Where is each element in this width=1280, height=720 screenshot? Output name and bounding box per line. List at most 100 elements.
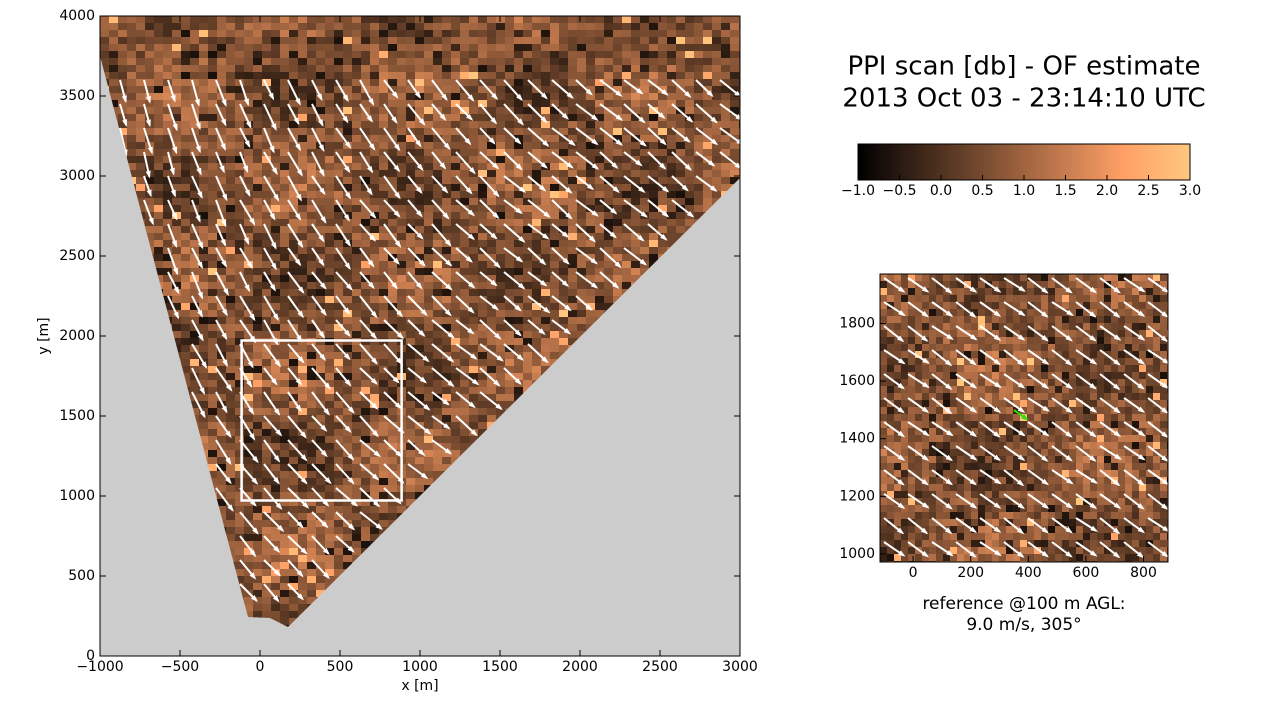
texture-cell [181,275,191,283]
texture-cell [460,107,470,115]
texture-cell [586,30,596,38]
texture-cell [226,233,236,241]
texture-cell [199,114,209,122]
texture-cell [460,184,470,192]
texture-cell [181,198,191,206]
texture-cell [379,331,389,339]
texture-cell [622,72,632,80]
texture-cell [217,457,227,465]
texture-cell [253,408,263,416]
texture-cell [370,16,380,24]
texture-cell [406,100,416,108]
texture-cell [145,37,155,45]
texture-cell [181,142,191,150]
texture-cell [217,219,227,227]
texture-cell [640,135,650,143]
texture-cell [703,37,713,45]
texture-cell [199,443,209,451]
texture-cell [550,310,560,318]
texture-cell [622,86,632,94]
texture-cell [190,72,200,80]
texture-cell [325,121,335,129]
texture-cell [397,198,407,206]
texture-cell [325,471,335,479]
texture-cell [424,170,434,178]
texture-cell [559,338,569,346]
texture-cell [352,100,362,108]
texture-cell [667,184,677,192]
texture-cell [181,16,191,24]
texture-cell [118,65,128,73]
texture-cell [226,317,236,325]
texture-cell [496,408,506,416]
texture-cell [604,149,614,157]
texture-cell [586,289,596,297]
texture-cell [550,86,560,94]
texture-cell [487,359,497,367]
texture-cell [244,135,254,143]
texture-cell [640,170,650,178]
texture-cell [415,261,425,269]
texture-cell [199,289,209,297]
texture-cell [154,219,164,227]
texture-cell [352,387,362,395]
texture-cell [244,247,254,255]
texture-cell [577,170,587,178]
texture-cell [244,443,254,451]
texture-cell [388,107,398,115]
texture-cell [262,268,272,276]
texture-cell [307,352,317,360]
texture-cell [676,37,686,45]
texture-cell [577,16,587,24]
texture-cell [433,408,443,416]
texture-cell [253,387,263,395]
texture-cell [217,135,227,143]
texture-cell [469,289,479,297]
texture-cell [388,30,398,38]
texture-cell [316,114,326,122]
texture-cell [235,121,245,129]
texture-cell [145,240,155,248]
texture-cell [550,37,560,45]
texture-cell [280,457,290,465]
texture-cell [532,114,542,122]
texture-cell [478,303,488,311]
texture-cell [622,100,632,108]
texture-cell [568,198,578,206]
texture-cell [424,23,434,31]
texture-cell [181,345,191,353]
texture-cell [379,247,389,255]
texture-cell [541,289,551,297]
texture-cell [235,464,245,472]
texture-cell [262,65,272,73]
texture-cell [226,79,236,87]
texture-cell [631,30,641,38]
texture-cell [199,275,209,283]
texture-cell [271,51,281,59]
texture-cell [685,156,695,164]
texture-cell [244,128,254,136]
texture-cell [271,79,281,87]
texture-cell [325,30,335,38]
texture-cell [469,331,479,339]
texture-cell [730,51,740,59]
texture-cell [451,37,461,45]
texture-cell [325,79,335,87]
texture-cell [181,163,191,171]
texture-cell [397,44,407,52]
texture-cell [244,226,254,234]
texture-cell [379,142,389,150]
texture-cell [658,23,668,31]
texture-cell [640,268,650,276]
texture-cell [460,212,470,220]
texture-cell [424,338,434,346]
texture-cell [676,142,686,150]
texture-cell [217,366,227,374]
texture-cell [190,331,200,339]
texture-cell [235,247,245,255]
texture-cell [298,422,308,430]
texture-cell [406,219,416,227]
texture-cell [172,23,182,31]
texture-cell [208,464,218,472]
texture-cell [406,422,416,430]
